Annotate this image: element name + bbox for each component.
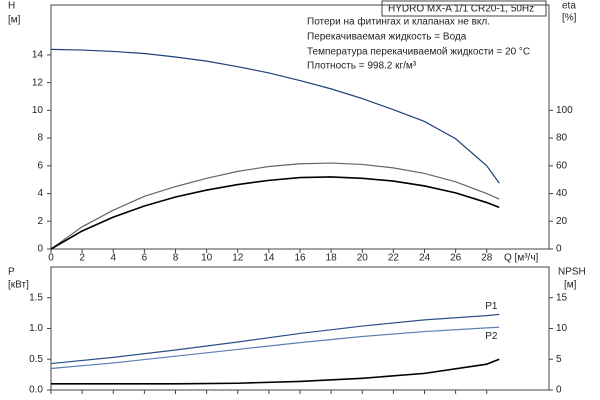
series-line xyxy=(50,48,500,184)
chart-title: HYDRO MX-A 1/1 CR20-1, 50Hz xyxy=(388,4,534,15)
y2-tick-label: 0 xyxy=(556,244,562,255)
series-label: P2 xyxy=(485,331,498,342)
series-label: P1 xyxy=(485,301,498,312)
x-axis-label: Q [м³/ч] xyxy=(504,253,539,264)
y-tick-label: 10 xyxy=(32,105,44,116)
y-tick-label: 0.5 xyxy=(29,354,43,365)
y-tick-label: 0.0 xyxy=(29,385,43,396)
y2-tick-label: 10 xyxy=(556,323,568,334)
y2-tick-label: 15 xyxy=(556,292,568,303)
y-tick-label: 12 xyxy=(32,77,44,88)
y2-tick-label: 60 xyxy=(556,160,568,171)
annotation: Температура перекачиваемой жидкости = 20… xyxy=(307,47,530,58)
y2-tick-label: 100 xyxy=(556,105,573,116)
y2-axis-unit: [м] xyxy=(564,280,577,291)
annotation: Перекачиваемая жидкость = Вода xyxy=(307,32,467,43)
y-tick-label: 1.0 xyxy=(29,323,43,334)
series-line xyxy=(50,176,500,250)
y-tick-label: 8 xyxy=(37,133,43,144)
x-tick-label: 12 xyxy=(232,253,244,264)
x-tick-label: 14 xyxy=(263,253,275,264)
x-tick-label: 4 xyxy=(110,253,116,264)
x-tick-label: 28 xyxy=(481,253,493,264)
x-tick-label: 24 xyxy=(419,253,431,264)
x-tick-label: 2 xyxy=(79,253,85,264)
annotation: Плотность = 998.2 кг/м³ xyxy=(307,61,417,72)
x-tick-label: 26 xyxy=(450,253,462,264)
series-line xyxy=(51,358,500,385)
y2-tick-label: 20 xyxy=(556,216,568,227)
y2-tick-label: 0 xyxy=(556,385,562,396)
y-tick-label: 4 xyxy=(37,188,43,199)
y2-tick-label: 5 xyxy=(556,354,562,365)
x-tick-label: 6 xyxy=(142,253,148,264)
y-tick-label: 2 xyxy=(37,216,43,227)
series-line xyxy=(50,162,500,250)
y-tick-label: 6 xyxy=(37,160,43,171)
y2-axis-unit: [%] xyxy=(562,13,577,24)
x-tick-label: 18 xyxy=(326,253,338,264)
y2-axis-label: NPSH xyxy=(558,267,586,278)
y-tick-label: 1.5 xyxy=(29,292,43,303)
x-tick-label: 10 xyxy=(201,253,213,264)
x-tick-label: 8 xyxy=(173,253,179,264)
y-tick-label: 0 xyxy=(37,244,43,255)
series-line xyxy=(50,313,500,365)
y2-tick-label: 40 xyxy=(556,188,568,199)
y-axis-label: H xyxy=(8,1,15,12)
y2-tick-label: 80 xyxy=(556,133,568,144)
x-tick-label: 20 xyxy=(357,253,369,264)
y-axis-unit: [кВт] xyxy=(8,280,29,291)
series-line xyxy=(50,326,500,370)
x-tick-label: 22 xyxy=(388,253,400,264)
y2-axis-label: eta xyxy=(562,1,576,12)
x-tick-label: 16 xyxy=(294,253,306,264)
y-axis-label: P xyxy=(8,267,15,278)
x-tick-label: 0 xyxy=(48,253,54,264)
y-axis-unit: [м] xyxy=(8,15,21,26)
y-tick-label: 14 xyxy=(32,50,44,61)
annotation: Потери на фитингах и клапанах не вкл. xyxy=(307,16,490,28)
